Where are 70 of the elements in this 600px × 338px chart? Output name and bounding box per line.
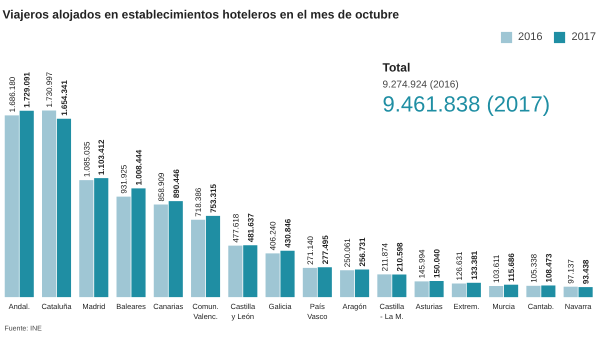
- bar: [302, 268, 317, 298]
- bar: [452, 284, 466, 298]
- bar: [340, 270, 354, 298]
- data-label: 93.438: [582, 259, 591, 284]
- bar: [154, 204, 168, 298]
- data-label: 105.338: [529, 253, 538, 283]
- data-label: 211.874: [380, 242, 390, 272]
- data-label: 1.103.412: [97, 139, 106, 176]
- data-label: 858.909: [156, 172, 166, 202]
- bar: [191, 220, 206, 298]
- data-label: 256.731: [358, 237, 368, 266]
- data-label: 126.631: [454, 251, 464, 281]
- data-label: 210.598: [395, 242, 404, 272]
- annotation: 9.461.838 (2017): [382, 92, 550, 116]
- bar: [94, 178, 108, 298]
- data-label: 931.925: [120, 164, 129, 194]
- data-label: 250.061: [343, 238, 352, 268]
- bar: [42, 110, 56, 298]
- bar: [504, 284, 518, 298]
- bar: [392, 274, 406, 298]
- data-label: 108.473: [544, 253, 554, 282]
- bar: [414, 281, 429, 298]
- bar: [466, 282, 481, 298]
- data-label: 718.386: [194, 187, 204, 217]
- data-label: 97.137: [566, 258, 576, 284]
- bar: [526, 286, 541, 298]
- bar: [541, 285, 556, 298]
- data-label: 1.085.035: [82, 141, 92, 178]
- bar: [429, 280, 444, 298]
- data-label: 277.495: [320, 234, 330, 264]
- bar: [116, 196, 131, 298]
- bar: [56, 118, 72, 298]
- chart-title: Viajeros alojados en establecimientos hoteleros en el mes de octubre: [2, 8, 400, 22]
- data-label: 1.729.091: [22, 72, 32, 108]
- data-label: 430.846: [284, 218, 293, 248]
- data-label: 477.618: [231, 213, 240, 243]
- data-label: 406.240: [268, 220, 278, 250]
- data-label: 753.315: [209, 183, 218, 213]
- data-label: 115.686: [507, 252, 516, 282]
- bar: [280, 250, 295, 298]
- bar: [377, 274, 392, 298]
- data-label: 145.994: [418, 248, 427, 278]
- data-label: 1.730.997: [45, 71, 54, 108]
- bar: [4, 115, 19, 298]
- data-label: 481.637: [246, 212, 256, 242]
- bar: [79, 180, 94, 298]
- data-label: 271.140: [306, 235, 315, 265]
- data-label: 1.686.180: [8, 76, 17, 112]
- bar: [489, 286, 504, 298]
- legend-label: 2016: [518, 31, 543, 43]
- data-label: 150.040: [432, 248, 442, 278]
- bar: [228, 246, 242, 298]
- bar: [578, 287, 593, 298]
- data-label: 1.654.341: [60, 80, 69, 116]
- bar: [354, 269, 370, 298]
- data-label: 133.381: [470, 250, 479, 280]
- bar: [243, 245, 258, 298]
- data-label: 1.008.444: [134, 149, 144, 186]
- bar: [318, 267, 332, 298]
- text: Total: [382, 60, 410, 74]
- bar: [564, 286, 578, 298]
- text: 9.274.924 (2016): [382, 80, 459, 90]
- bar: [266, 253, 280, 298]
- bar: [206, 216, 220, 298]
- data-label: 103.611: [492, 254, 502, 283]
- bar: [20, 110, 34, 298]
- data-label: 890.446: [172, 168, 181, 198]
- bar: [131, 188, 146, 298]
- legend-label: 2017: [572, 31, 596, 43]
- bar: [168, 201, 183, 298]
